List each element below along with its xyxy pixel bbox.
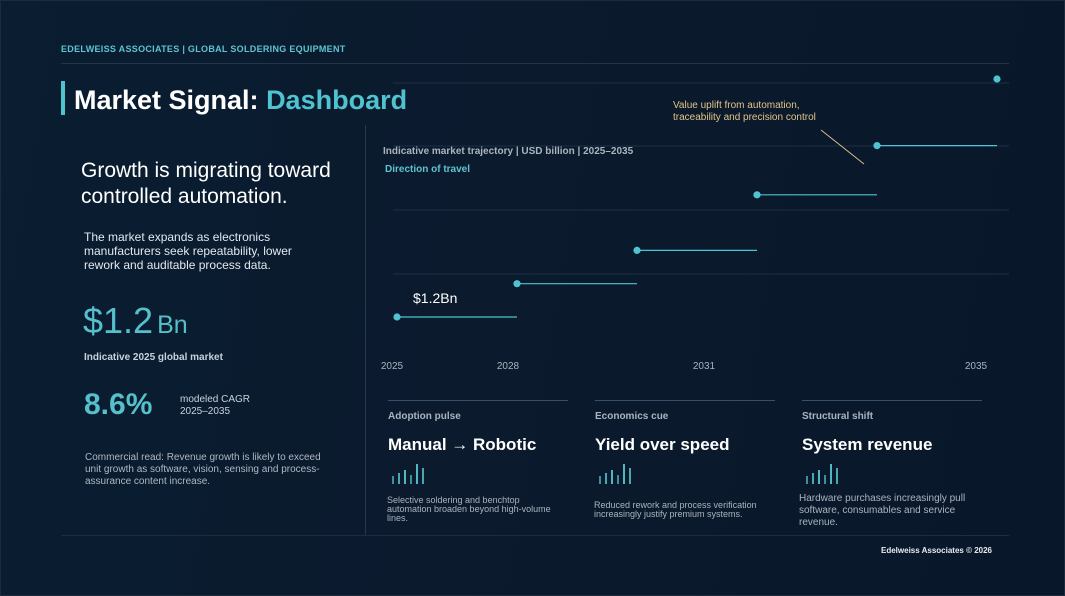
x-tick-label: 2028 bbox=[497, 361, 520, 372]
signal-bar bbox=[416, 464, 418, 484]
x-tick-label: 2035 bbox=[965, 361, 988, 372]
signal-bar bbox=[605, 473, 607, 484]
market-size-value: $1.2 bbox=[83, 300, 154, 341]
start-value-label: $1.2Bn bbox=[413, 290, 457, 306]
signal-bar bbox=[824, 475, 826, 484]
signal-bar bbox=[398, 473, 400, 484]
signal-bar bbox=[836, 468, 838, 484]
signal-bar bbox=[806, 476, 808, 484]
cagr-label-line-1: modeled CAGR bbox=[180, 394, 251, 405]
signal-bar bbox=[830, 464, 832, 484]
signal-bars-icon bbox=[392, 464, 424, 484]
card-description: Hardware purchases increasingly pull sof… bbox=[799, 493, 966, 528]
cagr-label: modeled CAGR 2025–2035 bbox=[180, 394, 250, 418]
page-title: Market Signal: Dashboard bbox=[74, 85, 407, 116]
header-divider bbox=[61, 63, 1009, 64]
cagr-value: 8.6% bbox=[84, 388, 153, 421]
card-divider bbox=[595, 400, 775, 401]
card-title: Yield over speed bbox=[595, 435, 730, 454]
signal-bar bbox=[404, 470, 406, 484]
market-size-kpi: $1.2 Bn bbox=[83, 300, 188, 342]
signal-bar bbox=[617, 475, 619, 484]
card-label: Structural shift bbox=[802, 411, 874, 422]
footer-copyright: Edelweiss Associates © 2026 bbox=[881, 546, 992, 555]
headline: Growth is migrating toward controlled au… bbox=[81, 159, 331, 208]
trajectory-point bbox=[633, 246, 641, 254]
signal-bar bbox=[422, 468, 424, 484]
market-description: The market expands as electronics manufa… bbox=[84, 230, 292, 272]
signal-bar bbox=[818, 470, 820, 484]
annotation-leader-line bbox=[820, 129, 865, 165]
signal-bar bbox=[629, 468, 631, 484]
signal-bar bbox=[599, 476, 601, 484]
card-title: System revenue bbox=[802, 435, 933, 454]
trajectory-point bbox=[993, 75, 1001, 83]
card-description: Reduced rework and process verification … bbox=[594, 500, 757, 519]
signal-bar bbox=[410, 475, 412, 484]
card-label: Economics cue bbox=[595, 411, 669, 422]
signal-bar bbox=[812, 473, 814, 484]
trajectory-point bbox=[513, 280, 521, 288]
commercial-read: Commercial read: Revenue growth is likel… bbox=[85, 452, 321, 487]
trajectory-point bbox=[393, 313, 401, 321]
signal-bars-icon bbox=[806, 464, 838, 484]
signal-bars-icon bbox=[599, 464, 631, 484]
column-divider bbox=[365, 125, 366, 535]
trajectory-point bbox=[753, 191, 761, 199]
title-accent-bar bbox=[61, 81, 65, 115]
market-size-unit: Bn bbox=[157, 311, 188, 339]
card-description: Selective soldering and benchtop automat… bbox=[387, 495, 551, 523]
card-label: Adoption pulse bbox=[388, 411, 461, 422]
chart-annotation: Value uplift from automation, traceabili… bbox=[673, 100, 816, 123]
x-tick-label: 2025 bbox=[381, 361, 404, 372]
page-title-accent: Dashboard bbox=[266, 85, 408, 115]
chart-subtitle: Direction of travel bbox=[385, 164, 471, 175]
signal-bar bbox=[392, 476, 394, 484]
market-size-caption: Indicative 2025 global market bbox=[84, 352, 223, 363]
cagr-label-line-2: 2025–2035 bbox=[180, 406, 231, 417]
trajectory-point bbox=[873, 142, 881, 150]
card-divider bbox=[802, 400, 982, 401]
chart-title: Indicative market trajectory | USD billi… bbox=[383, 146, 634, 157]
brand-header: EDELWEISS ASSOCIATES | GLOBAL SOLDERING … bbox=[61, 44, 346, 54]
footer-divider bbox=[61, 535, 1009, 536]
signal-bar bbox=[611, 470, 613, 484]
x-tick-label: 2031 bbox=[693, 361, 716, 372]
page-title-main: Market Signal: bbox=[74, 85, 259, 115]
card-title: Manual → Robotic bbox=[388, 435, 537, 454]
signal-bar bbox=[623, 464, 625, 484]
card-divider bbox=[388, 400, 568, 401]
